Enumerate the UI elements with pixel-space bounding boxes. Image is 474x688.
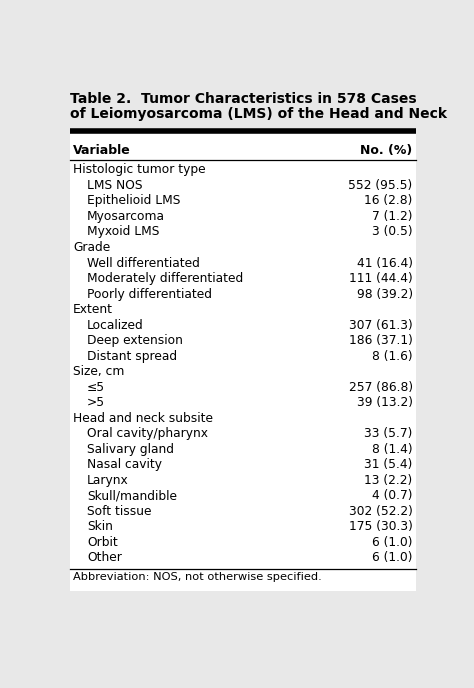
Text: LMS NOS: LMS NOS [87,179,143,192]
Text: Moderately differentiated: Moderately differentiated [87,272,244,285]
Text: Epithelioid LMS: Epithelioid LMS [87,195,181,208]
Text: 8 (1.6): 8 (1.6) [372,350,413,363]
Text: Head and neck subsite: Head and neck subsite [73,411,213,424]
Text: 39 (13.2): 39 (13.2) [356,396,413,409]
Text: Skull/mandible: Skull/mandible [87,489,177,502]
Text: Other: Other [87,551,122,564]
Text: Orbit: Orbit [87,536,118,549]
Text: Abbreviation: NOS, not otherwise specified.: Abbreviation: NOS, not otherwise specifi… [73,572,322,582]
Text: 6 (1.0): 6 (1.0) [372,536,413,549]
Text: 4 (0.7): 4 (0.7) [372,489,413,502]
Text: 307 (61.3): 307 (61.3) [349,319,413,332]
Text: 33 (5.7): 33 (5.7) [365,427,413,440]
Text: of Leiomyosarcoma (LMS) of the Head and Neck: of Leiomyosarcoma (LMS) of the Head and … [70,107,447,121]
Text: 6 (1.0): 6 (1.0) [372,551,413,564]
Text: 552 (95.5): 552 (95.5) [348,179,413,192]
Text: Histologic tumor type: Histologic tumor type [73,164,206,176]
Text: Oral cavity/pharynx: Oral cavity/pharynx [87,427,208,440]
Text: Soft tissue: Soft tissue [87,505,152,518]
Text: >5: >5 [87,396,105,409]
Text: Localized: Localized [87,319,144,332]
Text: Larynx: Larynx [87,474,129,487]
Text: ≤5: ≤5 [87,380,105,394]
Text: 98 (39.2): 98 (39.2) [356,288,413,301]
Text: Variable: Variable [73,144,131,157]
Text: 175 (30.3): 175 (30.3) [349,520,413,533]
Text: No. (%): No. (%) [360,144,413,157]
Text: 41 (16.4): 41 (16.4) [356,257,413,270]
Text: 8 (1.4): 8 (1.4) [372,443,413,455]
Text: Grade: Grade [73,241,110,254]
Text: Salivary gland: Salivary gland [87,443,174,455]
Text: 13 (2.2): 13 (2.2) [365,474,413,487]
Text: 257 (86.8): 257 (86.8) [348,380,413,394]
Text: 16 (2.8): 16 (2.8) [365,195,413,208]
Text: Extent: Extent [73,303,113,316]
FancyBboxPatch shape [70,130,416,591]
Text: 111 (44.4): 111 (44.4) [349,272,413,285]
Text: 7 (1.2): 7 (1.2) [372,210,413,223]
Text: 3 (0.5): 3 (0.5) [372,226,413,239]
Text: 186 (37.1): 186 (37.1) [349,334,413,347]
Text: 302 (52.2): 302 (52.2) [349,505,413,518]
Text: Skin: Skin [87,520,113,533]
Text: Table 2.  Tumor Characteristics in 578 Cases: Table 2. Tumor Characteristics in 578 Ca… [70,92,417,106]
Text: Size, cm: Size, cm [73,365,125,378]
Text: Well differentiated: Well differentiated [87,257,200,270]
Text: Distant spread: Distant spread [87,350,177,363]
Text: Myosarcoma: Myosarcoma [87,210,165,223]
Text: Nasal cavity: Nasal cavity [87,458,162,471]
Text: Poorly differentiated: Poorly differentiated [87,288,212,301]
Text: 31 (5.4): 31 (5.4) [365,458,413,471]
Text: Myxoid LMS: Myxoid LMS [87,226,160,239]
Text: Deep extension: Deep extension [87,334,183,347]
